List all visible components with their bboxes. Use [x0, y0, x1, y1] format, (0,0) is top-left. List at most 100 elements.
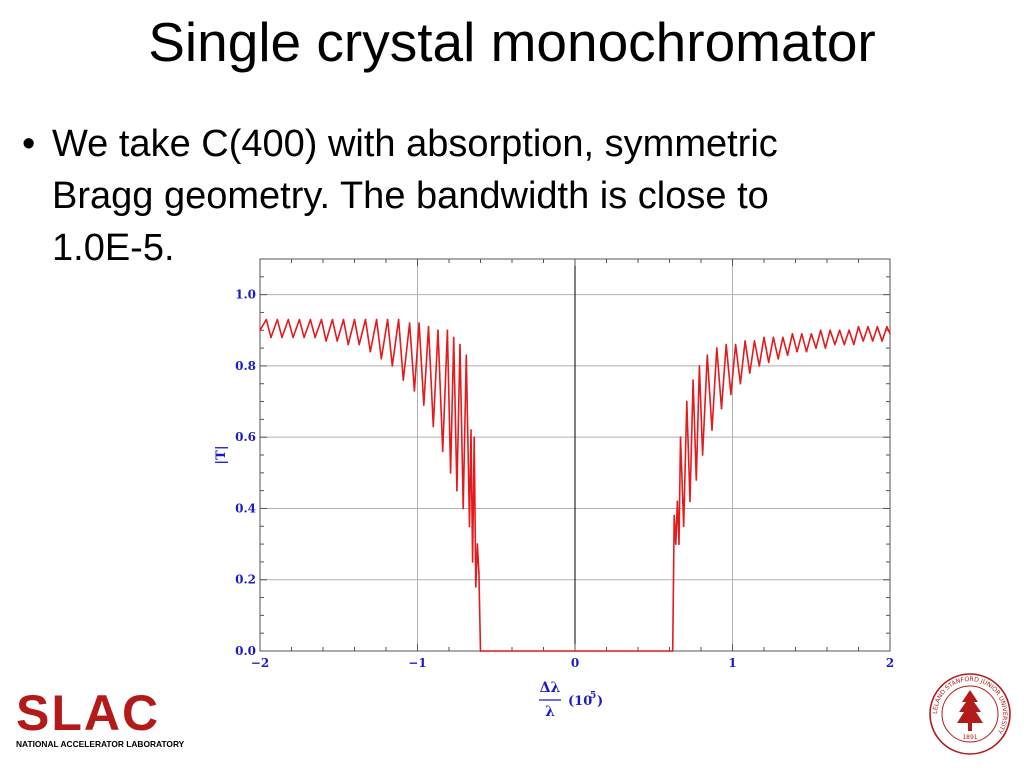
- curve-point: [309, 318, 312, 321]
- curve-point: [715, 347, 718, 349]
- curve-point: [829, 329, 831, 332]
- curve-point: [857, 325, 860, 328]
- curve-point: [782, 336, 784, 339]
- curve-point: [886, 325, 888, 328]
- curve-point: [796, 350, 798, 353]
- curve-point: [739, 382, 742, 385]
- curve-point: [889, 333, 891, 335]
- curve-point: [675, 543, 677, 545]
- curve-point: [402, 379, 405, 381]
- x-axis-label-close: ): [597, 694, 603, 709]
- curve-point: [320, 318, 323, 321]
- curve-point: [423, 404, 425, 406]
- curve-point: [686, 400, 688, 403]
- curve-point: [867, 325, 869, 328]
- curve-point: [682, 525, 685, 528]
- curve-point: [478, 571, 480, 574]
- bullet-line: 1.0E-5.: [52, 227, 175, 269]
- y-axis-label: |T|: [214, 445, 229, 464]
- curve-point: [791, 333, 794, 335]
- curve-point: [881, 340, 883, 342]
- curve-point: [758, 365, 761, 367]
- x-tick-label: −1: [408, 656, 426, 670]
- curve-point: [452, 336, 455, 339]
- curve-point: [342, 318, 345, 321]
- curve-point: [413, 390, 416, 392]
- curve-point: [734, 343, 737, 346]
- stanford-seal: LELAND STANFORD JUNIOR UNIVERSITY 1891: [929, 673, 1011, 755]
- curve-point: [471, 561, 474, 563]
- x-axis-label-exponent: 5: [590, 691, 596, 701]
- curve-point: [276, 318, 279, 321]
- curve-point: [270, 336, 272, 339]
- curve-point: [459, 343, 461, 346]
- x-tick-label: −2: [251, 656, 269, 670]
- curve-point: [834, 343, 836, 346]
- curve-point: [456, 489, 458, 492]
- curve-point: [446, 329, 449, 332]
- curve-point: [848, 329, 850, 332]
- curve-points: [259, 318, 891, 652]
- y-tick-label: 1.0: [235, 288, 256, 302]
- curve-point: [287, 318, 290, 321]
- curve-point: [397, 318, 400, 321]
- curve-point: [386, 318, 389, 321]
- curve-point: [427, 325, 430, 328]
- curve-point: [711, 429, 713, 431]
- curve-point: [671, 650, 674, 652]
- curve-point: [353, 318, 356, 321]
- curve-point: [692, 379, 694, 381]
- curve-point: [292, 336, 294, 339]
- bullet-line: Bragg geometry. The bandwidth is close t…: [52, 175, 769, 217]
- curve-point: [574, 650, 576, 652]
- ticks: [259, 258, 891, 652]
- curve-point: [482, 650, 485, 652]
- curve-point: [838, 329, 841, 332]
- curve-point: [753, 340, 756, 342]
- curve-point: [824, 347, 827, 349]
- curve-point: [706, 354, 709, 357]
- curve-point: [777, 357, 779, 360]
- y-tick-label: 0.8: [235, 359, 256, 373]
- curve-point: [852, 343, 855, 346]
- curve-point: [358, 343, 361, 346]
- curve-point: [375, 318, 378, 321]
- slide-title: Single crystal monochromator: [148, 11, 876, 73]
- curve-point: [843, 343, 846, 346]
- curve-point: [303, 336, 305, 339]
- curve-point: [749, 372, 751, 374]
- slac-logo: SLAC NATIONAL ACCELERATOR LABORATORY: [14, 685, 194, 756]
- curve-point: [408, 322, 411, 324]
- curve-point: [437, 329, 439, 332]
- curve-point: [259, 329, 261, 332]
- curve-point: [314, 336, 316, 339]
- curve-point: [265, 318, 268, 321]
- x-axis-label-suffix: (10: [568, 694, 592, 709]
- curve-point: [331, 318, 334, 321]
- tree-icon: [957, 690, 983, 731]
- curve-point: [465, 354, 468, 357]
- x-tick-label: 1: [728, 656, 736, 670]
- bullet-line: We take C(400) with absorption, symmetri…: [52, 123, 778, 165]
- curve-point: [391, 365, 394, 367]
- curve-point: [815, 347, 817, 349]
- curve-point: [810, 333, 813, 335]
- curve-point: [695, 479, 698, 481]
- x-tick-label: 0: [571, 656, 579, 670]
- x-axis-label-numerator: Δλ: [540, 680, 561, 696]
- curve-point: [744, 340, 746, 342]
- slac-logo-subtitle: NATIONAL ACCELERATOR LABORATORY: [16, 739, 185, 749]
- curve-point: [801, 333, 803, 335]
- x-axis-label-denominator: λ: [545, 704, 555, 720]
- curve-point: [701, 454, 704, 456]
- curve-point: [441, 450, 444, 453]
- curve-point: [730, 393, 732, 396]
- curve-point: [689, 500, 691, 503]
- curve-point: [462, 507, 464, 510]
- x-axis-label: Δλ λ (10 5 ): [539, 680, 603, 720]
- curve-point: [876, 325, 879, 328]
- curve-point: [418, 322, 420, 324]
- curve-point: [473, 436, 476, 438]
- x-tick-labels: −2 −1 0 1 2: [251, 656, 894, 670]
